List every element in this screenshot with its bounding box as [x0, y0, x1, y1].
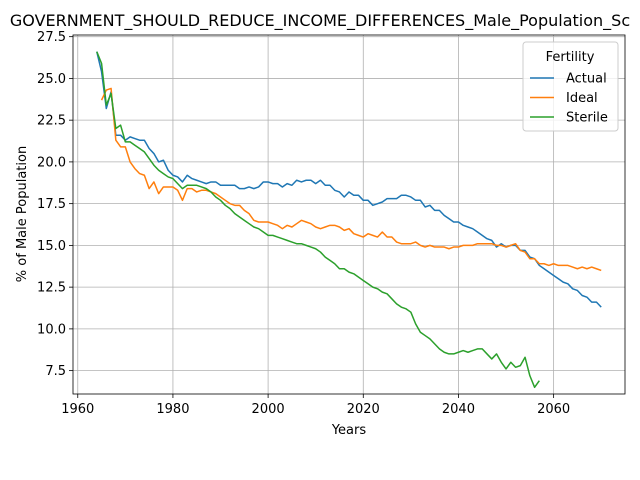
y-tick-label: 15.0	[37, 239, 66, 254]
legend-box	[522, 41, 619, 132]
x-tick-label: 1980	[156, 402, 189, 417]
legend-label-ideal: Ideal	[566, 91, 598, 106]
plot-frame	[72, 34, 626, 395]
series-line-sterile	[96, 51, 540, 389]
legend-label-sterile: Sterile	[566, 111, 608, 126]
y-tick-label: 10.0	[37, 322, 66, 337]
y-tick-label: 12.5	[37, 281, 66, 296]
x-tick-label: 2000	[252, 402, 285, 417]
legend-label-actual: Actual	[566, 72, 607, 87]
x-tick-label: 2060	[537, 402, 570, 417]
x-axis-ticks: 1960 1980 2000 2020 2040 2060	[61, 394, 570, 417]
y-tick-label: 25.0	[37, 72, 66, 87]
x-tick-label: 2020	[347, 402, 380, 417]
series-lines	[96, 51, 602, 389]
y-tick-label: 7.5	[45, 364, 66, 379]
x-tick-label: 2040	[442, 402, 475, 417]
y-tick-label: 27.5	[37, 30, 66, 45]
y-tick-label: 17.5	[37, 197, 66, 212]
series-line-ideal	[100, 87, 602, 272]
legend-title: Fertility	[546, 50, 595, 65]
y-axis-ticks: 7.5 10.0 12.5 15.0 17.5 20.0 22.5 25.0 27.5	[37, 30, 73, 379]
x-axis-label: Years	[331, 423, 367, 438]
y-tick-label: 20.0	[37, 155, 66, 170]
legend: Fertility Actual Ideal Sterile	[522, 41, 619, 132]
x-tick-label: 1960	[61, 402, 94, 417]
y-tick-label: 22.5	[37, 114, 66, 129]
chart-title: GOVERNMENT_SHOULD_REDUCE_INCOME_DIFFEREN…	[10, 11, 630, 31]
y-axis-label: % of Male Population	[15, 146, 30, 282]
